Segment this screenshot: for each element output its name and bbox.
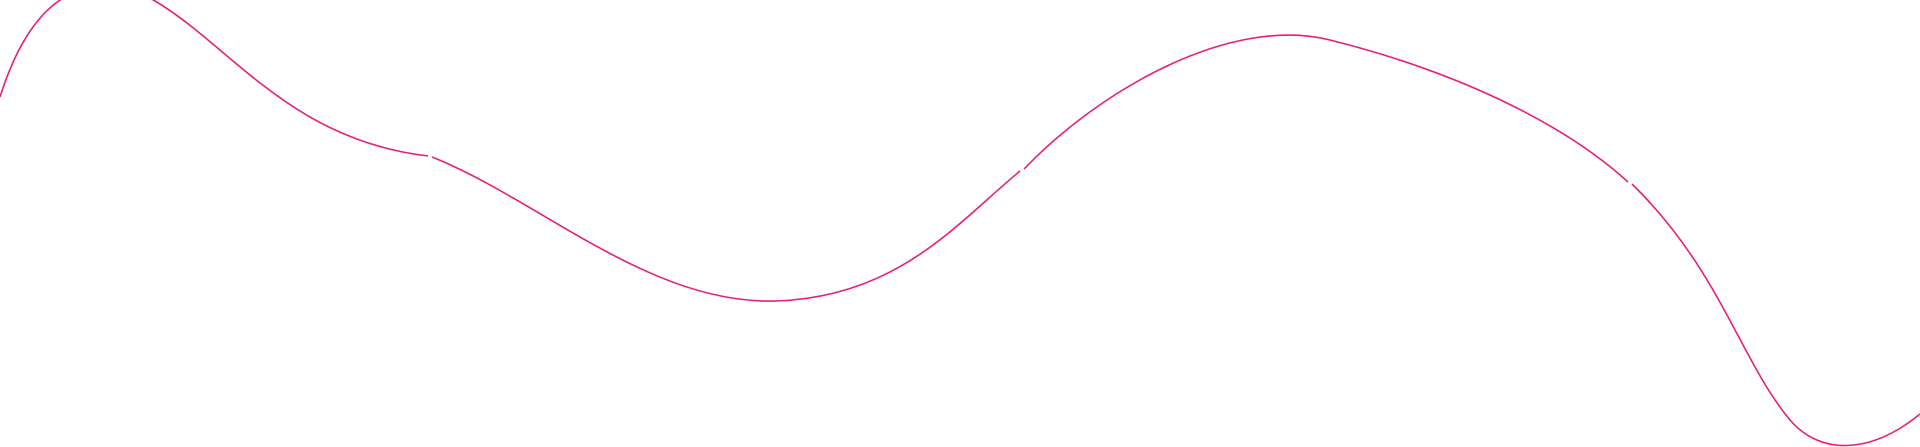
wave-segment-3 xyxy=(1023,34,1629,183)
wave-segment-1 xyxy=(0,0,429,157)
wave-segment-4 xyxy=(1631,183,1920,447)
wave-segment-2 xyxy=(431,156,1021,302)
